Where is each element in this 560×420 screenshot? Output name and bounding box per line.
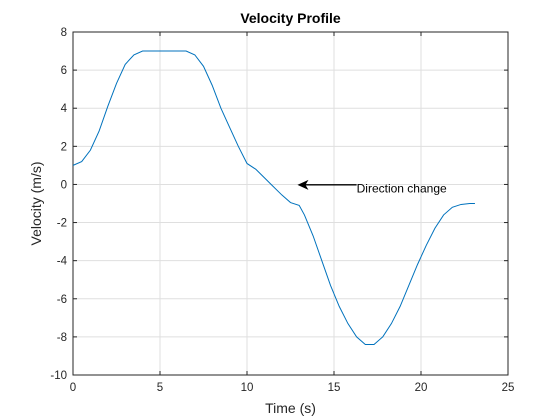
x-tick-label: 0 <box>70 382 76 394</box>
x-tick-label: 25 <box>502 382 515 394</box>
x-tick-label: 10 <box>241 382 254 394</box>
annotation-arrow-head <box>297 179 309 190</box>
x-tick-label: 20 <box>415 382 428 394</box>
y-tick-label: -8 <box>57 332 67 344</box>
axes-box <box>72 31 509 376</box>
chart-title: Velocity Profile <box>240 10 341 26</box>
x-tick-label: 5 <box>157 382 163 394</box>
y-tick-label: 4 <box>61 103 68 115</box>
y-tick-label: 0 <box>61 179 67 191</box>
y-tick-label: -10 <box>50 370 67 382</box>
y-axis-label: Velocity (m/s) <box>28 161 44 245</box>
y-tick-label: -2 <box>57 218 67 230</box>
x-axis-label: Time (s) <box>265 400 316 416</box>
y-tick-label: 6 <box>61 65 67 77</box>
plot-area <box>73 32 508 375</box>
annotation-text: Direction change <box>357 182 447 196</box>
y-tick-label: 2 <box>61 141 67 153</box>
x-tick-label: 15 <box>328 382 341 394</box>
y-tick-label: -6 <box>57 294 67 306</box>
y-tick-label: -4 <box>57 256 68 268</box>
series-line <box>72 50 475 346</box>
y-tick-label: 8 <box>61 27 67 39</box>
